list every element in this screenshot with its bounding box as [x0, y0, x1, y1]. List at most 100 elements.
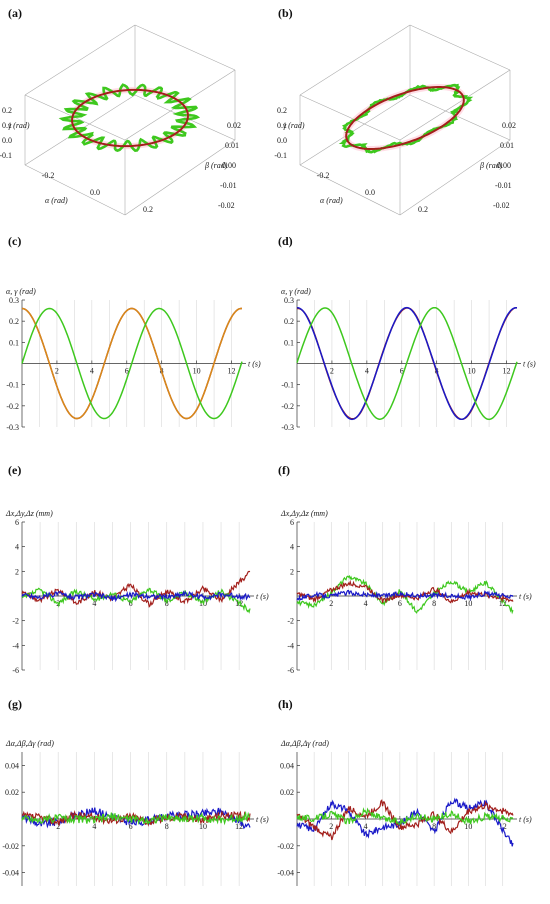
x-tick-label: 10: [464, 822, 472, 831]
y-tick-label: 2: [290, 567, 294, 576]
beta-tick-label: -0.01: [220, 181, 237, 190]
x-tick-label: 10: [193, 367, 201, 376]
reference-curve-red: [71, 88, 189, 148]
series-blue: [296, 797, 514, 847]
x-tick-label: 6: [400, 367, 404, 376]
x-tick-label: 10: [199, 822, 207, 831]
panel-f: 6 4 2 -2 -4 -6 2 4 6 8 10 12 Δx,Δy,Δz (mm) t (s): [280, 509, 532, 675]
y-tick-label: 6: [290, 518, 294, 527]
x-tick-label: 8: [165, 822, 169, 831]
box-edge: [299, 94, 411, 166]
box-edge: [299, 164, 401, 216]
y-axis-label: Δα,Δβ,Δγ (rad): [5, 739, 54, 748]
series-red: [296, 799, 514, 841]
y-tick-label: -6: [287, 666, 294, 675]
y-axis-label: Δx,Δy,Δz (mm): [280, 509, 328, 518]
gamma-tick-label: 0.1: [2, 121, 12, 130]
x-tick-label: 4: [364, 822, 368, 831]
y-tick-label: -0.2: [281, 402, 294, 411]
x-tick-label: 4: [365, 367, 369, 376]
y-tick-label: 4: [15, 543, 19, 552]
y-tick-label: 0.02: [5, 788, 19, 797]
beta-axis-label: β (rad): [479, 161, 503, 170]
y-tick-label: 4: [290, 543, 294, 552]
x-tick-label: 8: [432, 822, 436, 831]
x-tick-label: 2: [329, 822, 333, 831]
y-tick-label: 0.02: [280, 788, 294, 797]
x-tick-label: 2: [330, 367, 334, 376]
measured-curve-green: [58, 83, 201, 152]
panel-d: 0.30.20.1-0.1-0.2-0.32 4 6 8 10 12α, γ (rad)t…: [281, 287, 536, 432]
x-tick-label: 2: [329, 599, 333, 608]
box-edge: [24, 94, 136, 166]
series-red: [296, 579, 514, 604]
y-axis-label: α, γ (rad): [281, 287, 311, 296]
y-axis-label: Δx,Δy,Δz (mm): [5, 509, 53, 518]
y-tick-label: 0.04: [5, 761, 19, 770]
series-blue: [296, 589, 514, 602]
x-tick-label: 2: [55, 367, 59, 376]
x-tick-label: 4: [90, 367, 94, 376]
panel-label-h: (h): [278, 697, 293, 711]
series-blue: [21, 590, 251, 603]
box-edge: [399, 139, 511, 216]
box-edge: [134, 24, 236, 71]
beta-tick-label: 0.00: [222, 161, 236, 170]
beta-tick-label: 0.02: [502, 121, 516, 130]
beta-tick-label: 0.01: [500, 141, 514, 150]
y-tick-label: 0.3: [9, 296, 19, 305]
x-tick-label: 6: [129, 822, 133, 831]
alpha-tick-label: 0.2: [143, 205, 153, 214]
alpha-tick-label: 0.0: [365, 188, 375, 197]
gamma-tick-label: 0.1: [277, 121, 287, 130]
panel-3d-a: γ (rad) α (rad) β (rad) 0.2 0.1 0.0 -0.1 -0.2 0.…: [0, 24, 241, 216]
series-orange: [21, 307, 242, 420]
series-green: [296, 807, 514, 825]
y-tick-label: -0.04: [277, 869, 294, 878]
alpha-tick-label: -0.2: [317, 171, 330, 180]
series-green: [296, 306, 518, 421]
beta-tick-label: -0.01: [495, 181, 512, 190]
gamma-axis-label: γ (rad): [8, 121, 30, 130]
y-tick-label: 0.04: [280, 761, 294, 770]
y-tick-label: -6: [12, 666, 19, 675]
x-axis-label: t (s): [256, 815, 269, 824]
y-tick-label: -0.1: [281, 381, 294, 390]
y-tick-label: 6: [15, 518, 19, 527]
x-tick-label: 6: [125, 367, 129, 376]
y-tick-label: 2: [15, 567, 19, 576]
x-tick-label: 8: [432, 599, 436, 608]
alpha-tick-label: 0.2: [418, 205, 428, 214]
box-edge: [124, 139, 236, 216]
box-edge: [299, 94, 401, 141]
y-tick-label: -4: [287, 641, 294, 650]
gamma-tick-label: 0.0: [277, 136, 287, 145]
gamma-tick-label: 0.0: [2, 136, 12, 145]
beta-tick-label: -0.02: [493, 201, 510, 210]
x-axis-label: t (s): [519, 815, 532, 824]
y-tick-label: -4: [12, 641, 19, 650]
y-tick-label: 0.3: [284, 296, 294, 305]
gamma-tick-label: -0.1: [274, 151, 287, 160]
x-tick-label: 4: [92, 822, 96, 831]
gamma-tick-label: -0.1: [0, 151, 12, 160]
y-axis-label: Δα,Δβ,Δγ (rad): [280, 739, 329, 748]
panel-label-f: (f): [278, 463, 290, 477]
series-blue: [21, 807, 251, 830]
alpha-tick-label: 0.0: [90, 188, 100, 197]
gamma-axis-label: γ (rad): [283, 121, 305, 130]
x-tick-label: 2: [56, 822, 60, 831]
y-tick-label: 0.2: [9, 317, 19, 326]
panel-label-d: (d): [278, 234, 293, 248]
y-tick-label: -2: [287, 617, 294, 626]
reference-curve-red: [345, 86, 465, 150]
x-tick-label: 10: [468, 367, 476, 376]
y-axis-label: α, γ (rad): [6, 287, 36, 296]
box-edge: [399, 69, 511, 141]
x-tick-label: 6: [129, 599, 133, 608]
x-tick-label: 12: [228, 367, 236, 376]
reference-ghost-curve: [343, 84, 467, 152]
